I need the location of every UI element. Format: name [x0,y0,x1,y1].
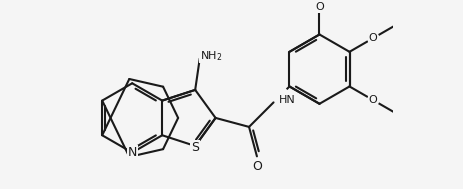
Text: O: O [314,2,323,12]
Text: O: O [251,160,261,173]
Text: S: S [191,141,199,154]
Text: N: N [127,146,137,159]
Text: O: O [368,95,377,105]
Text: NH$_2$: NH$_2$ [199,49,222,63]
Text: HN: HN [278,95,294,105]
Text: O: O [368,33,377,43]
